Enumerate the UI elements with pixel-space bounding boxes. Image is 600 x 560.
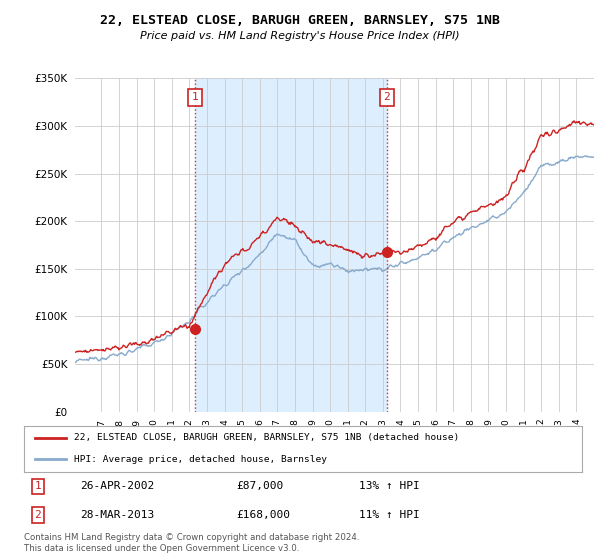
Text: 22, ELSTEAD CLOSE, BARUGH GREEN, BARNSLEY, S75 1NB (detached house): 22, ELSTEAD CLOSE, BARUGH GREEN, BARNSLE… [74, 433, 460, 442]
Text: 2: 2 [35, 510, 41, 520]
Text: 1: 1 [35, 482, 41, 491]
Text: 22, ELSTEAD CLOSE, BARUGH GREEN, BARNSLEY, S75 1NB: 22, ELSTEAD CLOSE, BARUGH GREEN, BARNSLE… [100, 14, 500, 27]
Text: HPI: Average price, detached house, Barnsley: HPI: Average price, detached house, Barn… [74, 455, 327, 464]
Text: 26-APR-2002: 26-APR-2002 [80, 482, 154, 491]
Text: Contains HM Land Registry data © Crown copyright and database right 2024.
This d: Contains HM Land Registry data © Crown c… [24, 533, 359, 553]
Text: £168,000: £168,000 [236, 510, 290, 520]
Text: 1: 1 [191, 92, 199, 102]
Text: £87,000: £87,000 [236, 482, 283, 491]
Text: 11% ↑ HPI: 11% ↑ HPI [359, 510, 419, 520]
Text: Price paid vs. HM Land Registry's House Price Index (HPI): Price paid vs. HM Land Registry's House … [140, 31, 460, 41]
Text: 13% ↑ HPI: 13% ↑ HPI [359, 482, 419, 491]
Text: 2: 2 [383, 92, 391, 102]
Bar [195, 78, 387, 412]
Text: 28-MAR-2013: 28-MAR-2013 [80, 510, 154, 520]
